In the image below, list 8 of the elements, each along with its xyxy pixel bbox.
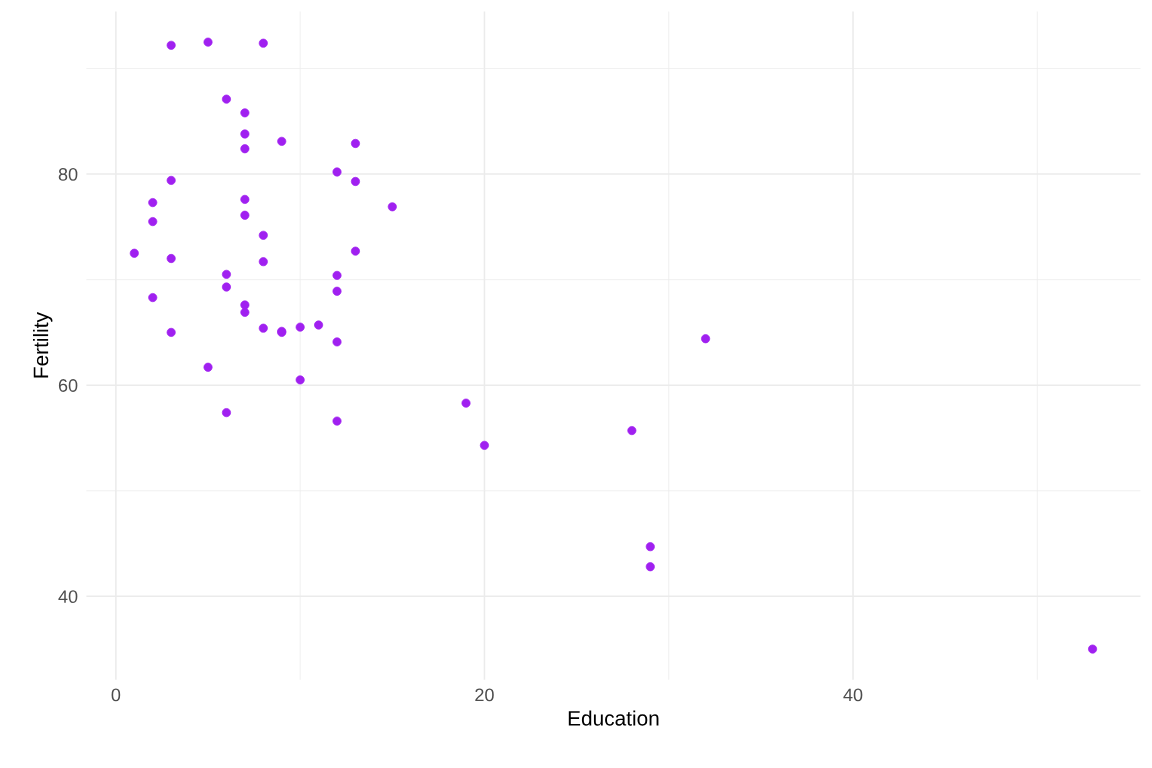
x-tick-label: 20 — [475, 688, 494, 702]
y-tick-label: 80 — [58, 168, 78, 181]
y-tick-label: 40 — [58, 590, 78, 604]
y-axis-title: Fertility — [33, 312, 53, 378]
x-tick-label: 40 — [843, 688, 863, 702]
x-axis-title: Education — [568, 710, 659, 726]
x-tick-label: 0 — [111, 688, 121, 702]
y-tick-label: 60 — [58, 379, 78, 392]
